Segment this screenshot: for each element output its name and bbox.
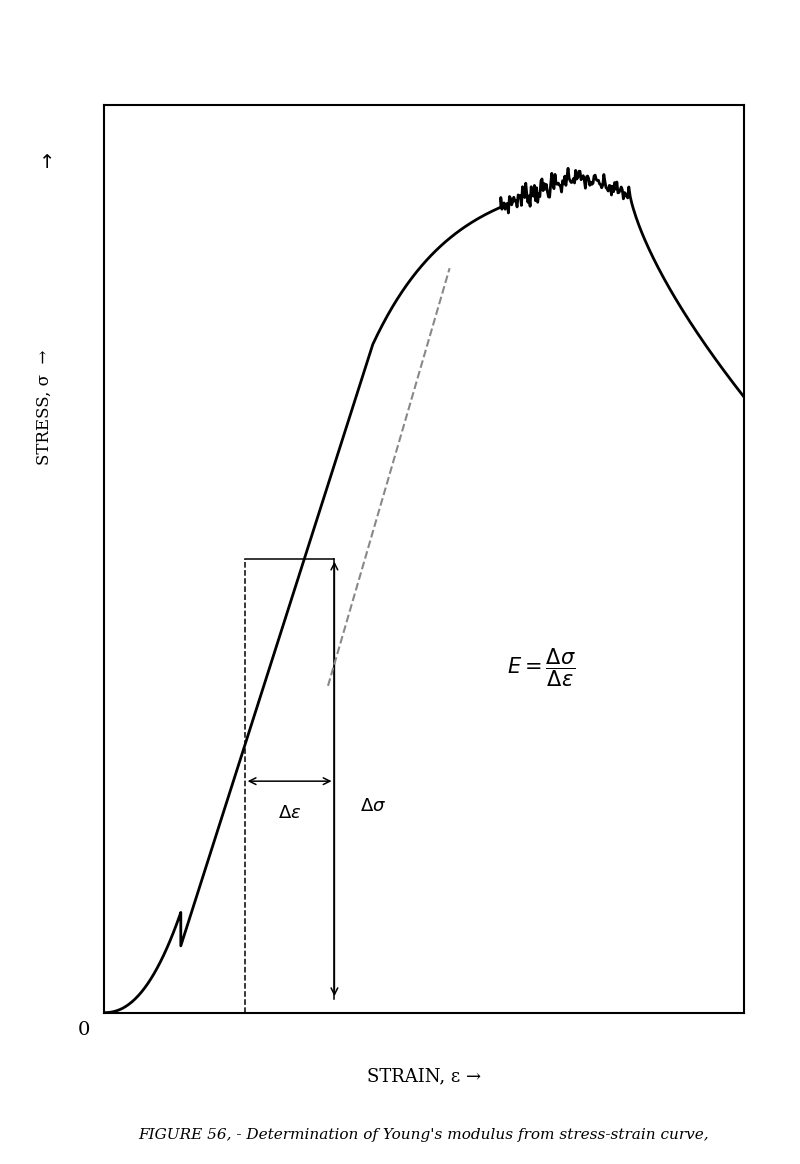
- Text: $\uparrow$: $\uparrow$: [35, 154, 53, 172]
- Text: STRAIN, ε →: STRAIN, ε →: [367, 1067, 481, 1086]
- Text: $E{=}\dfrac{\Delta\sigma}{\Delta\epsilon}$: $E{=}\dfrac{\Delta\sigma}{\Delta\epsilon…: [507, 646, 576, 689]
- Text: STRESS, σ  →: STRESS, σ →: [35, 349, 53, 466]
- Text: 0: 0: [78, 1021, 90, 1039]
- Text: FIGURE 56, - Determination of Young's modulus from stress-strain curve,: FIGURE 56, - Determination of Young's mo…: [138, 1128, 710, 1142]
- Text: $\Delta \epsilon$: $\Delta \epsilon$: [278, 804, 302, 822]
- Text: $\Delta\sigma$: $\Delta\sigma$: [360, 797, 386, 815]
